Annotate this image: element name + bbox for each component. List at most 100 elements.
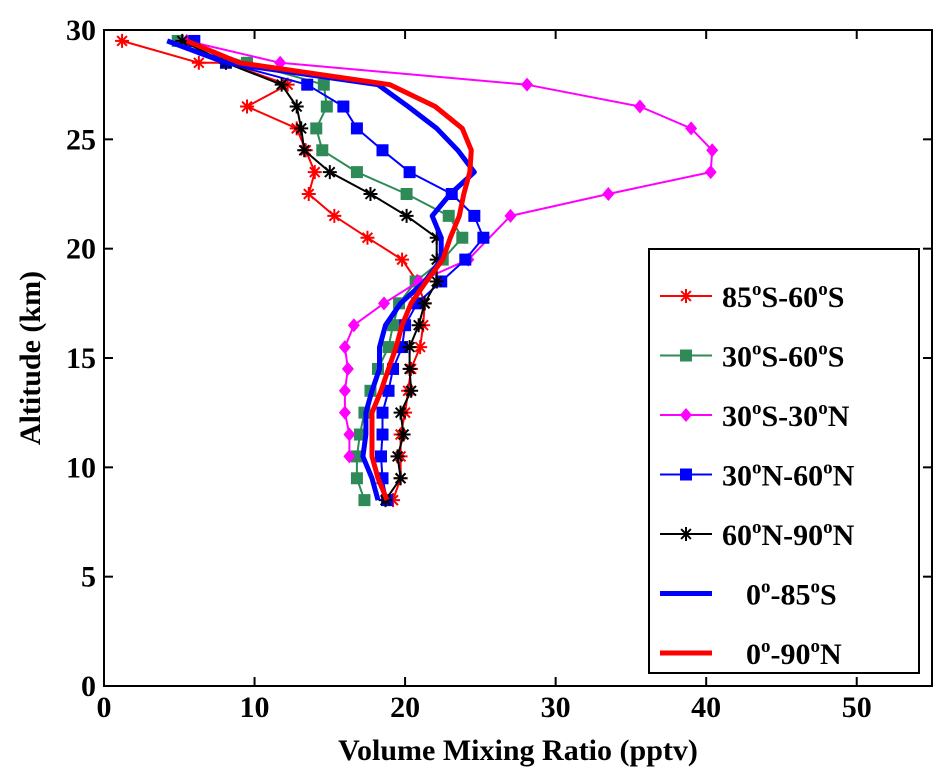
data-point <box>402 340 417 355</box>
legend-entry: 0o-85oS <box>660 577 837 612</box>
data-point <box>504 208 517 223</box>
legend-label: 60oN-90oN <box>722 517 855 552</box>
legend-label: 0o-85oS <box>746 577 837 612</box>
data-point <box>429 252 444 267</box>
data-point <box>477 231 490 244</box>
data-point <box>521 77 534 92</box>
data-point <box>317 78 330 91</box>
x-tick-label: 40 <box>691 691 721 724</box>
axis-ticks: 0 10 20 30 40 50 0 5 10 15 20 25 30 <box>66 14 932 724</box>
legend-marker <box>680 349 692 362</box>
data-point <box>301 187 316 201</box>
data-point <box>402 361 417 376</box>
data-point <box>307 165 322 180</box>
legend-entry: 30oS-30oN <box>660 398 850 433</box>
series-6 <box>185 38 474 502</box>
data-point <box>429 274 444 289</box>
data-point <box>338 340 351 355</box>
series-1 <box>171 34 469 507</box>
data-point <box>115 33 130 48</box>
y-tick-label: 25 <box>66 123 96 156</box>
series-line <box>186 39 714 457</box>
data-point <box>350 450 363 463</box>
data-point <box>343 449 356 464</box>
data-point <box>704 165 717 180</box>
data-point <box>382 384 395 397</box>
data-point <box>395 252 410 267</box>
x-axis-label: Volume Mixing Ratio (pptv) <box>338 734 698 767</box>
legend-entry: 85oS-60oS <box>660 279 844 314</box>
data-point <box>338 383 351 398</box>
series-line <box>193 40 485 501</box>
data-point <box>175 33 190 48</box>
data-point <box>341 361 354 376</box>
data-point <box>411 318 426 333</box>
legend-entry: 0o-90oN <box>660 636 842 671</box>
data-point <box>404 383 419 398</box>
y-tick-label: 0 <box>81 670 96 703</box>
data-point <box>400 188 413 200</box>
data-point <box>393 471 408 486</box>
data-point <box>316 144 329 157</box>
y-tick-label: 20 <box>66 233 96 266</box>
data-point <box>338 405 351 420</box>
data-point <box>386 493 401 508</box>
data-point <box>442 209 455 222</box>
legend-label: 30oS-30oN <box>722 398 850 433</box>
y-tick-label: 30 <box>66 14 96 47</box>
data-point <box>274 77 289 92</box>
legend-marker <box>679 289 693 303</box>
data-point <box>353 428 366 441</box>
data-point <box>240 99 255 114</box>
x-tick-label: 30 <box>541 691 571 724</box>
data-point <box>459 253 472 266</box>
data-point <box>363 187 378 201</box>
data-point <box>320 100 333 113</box>
data-point <box>382 341 395 354</box>
data-point <box>294 121 309 136</box>
data-point <box>191 55 206 70</box>
x-tick-label: 10 <box>240 691 270 724</box>
data-point <box>685 121 698 136</box>
data-point <box>633 99 646 114</box>
legend: 85oS-60oS 30oS-60oS 30oS-30oN 30oN-60oN 60oN… <box>648 248 920 674</box>
x-tick-label: 50 <box>842 691 872 724</box>
data-point <box>429 230 444 245</box>
legend-marker <box>680 468 692 481</box>
data-point <box>297 143 312 158</box>
data-point <box>343 427 356 442</box>
legend-entry: 30oN-60oN <box>660 458 855 493</box>
data-point <box>358 494 371 507</box>
data-point <box>403 166 416 179</box>
legend-marker <box>680 408 692 422</box>
data-point <box>376 428 389 441</box>
data-point <box>360 230 375 245</box>
legend-label: 30oN-60oN <box>722 458 855 493</box>
y-tick-label: 15 <box>66 342 96 375</box>
y-tick-label: 5 <box>81 561 96 594</box>
legend-label: 0o-90oN <box>746 636 842 671</box>
data-point <box>390 449 405 464</box>
data-point <box>322 165 337 180</box>
y-axis-label: Altitude (km) <box>14 271 47 445</box>
data-point <box>347 318 360 333</box>
legend-label: 30oS-60oS <box>722 339 844 374</box>
data-point <box>375 450 388 463</box>
data-point <box>468 209 481 222</box>
data-point <box>301 78 314 91</box>
series-layer <box>115 33 719 508</box>
data-point <box>378 296 391 311</box>
data-point <box>289 99 304 114</box>
series-line <box>177 39 464 501</box>
legend-label: 85oS-60oS <box>722 279 844 314</box>
data-point <box>456 231 469 244</box>
data-point <box>350 122 363 135</box>
series-line <box>185 38 474 502</box>
data-point <box>413 340 428 355</box>
legend-entry: 30oS-60oS <box>660 339 844 374</box>
data-point <box>274 55 287 70</box>
data-point <box>337 100 350 113</box>
data-point <box>393 405 408 420</box>
data-point <box>417 296 432 311</box>
